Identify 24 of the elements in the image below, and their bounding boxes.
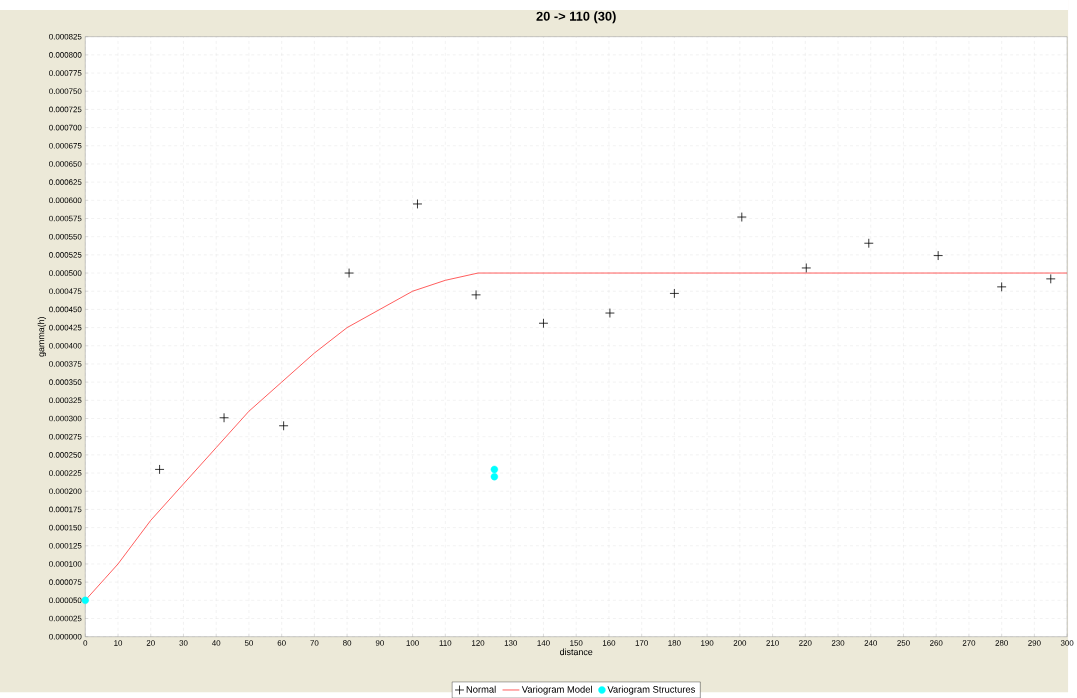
legend-label: Normal [466,685,496,693]
point [81,596,89,604]
y-axis-title: gamma(h) [37,316,47,357]
x-axis-title: distance [560,648,593,655]
point [538,318,549,328]
point [736,212,747,222]
legend-label: Variogram Structures [607,685,696,695]
point [669,288,680,299]
point [996,281,1007,292]
point [219,412,229,423]
point [863,238,874,248]
point [605,308,615,318]
point [278,420,289,431]
point [344,268,354,278]
legend-label: Variogram Model [521,685,592,695]
chart-title: 20 -> 110 (30) [536,11,616,24]
point [412,198,423,209]
point [490,472,499,481]
point [154,464,165,475]
point [471,289,481,300]
point [801,262,812,273]
point [933,250,944,261]
point [1045,273,1056,284]
point [490,465,499,473]
